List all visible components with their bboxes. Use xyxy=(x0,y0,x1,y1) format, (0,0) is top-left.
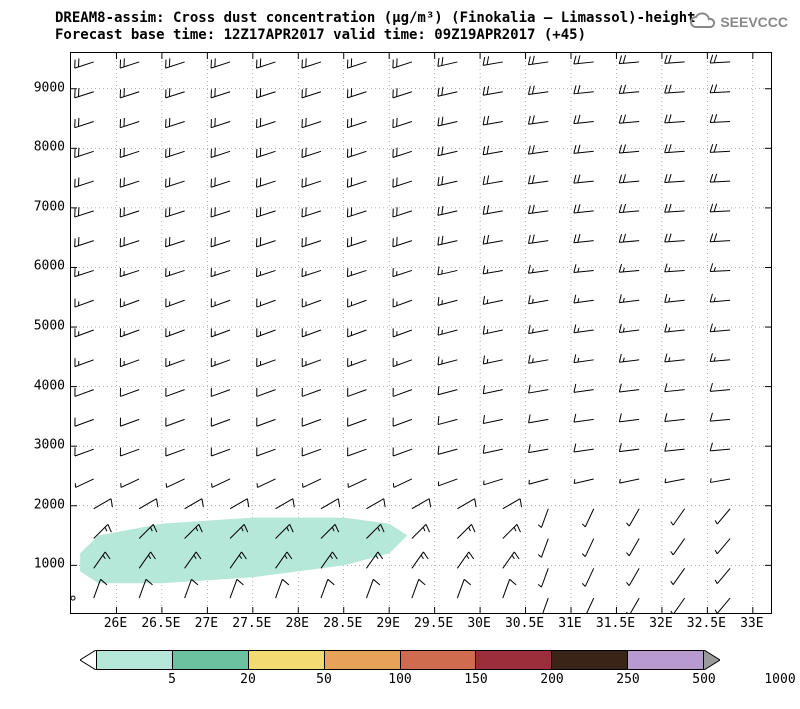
colorbar-tick-label: 150 xyxy=(464,672,487,687)
colorbar-tick-label: 100 xyxy=(388,672,411,687)
cloud-icon xyxy=(688,12,718,32)
logo: SEEVCCC xyxy=(688,12,788,32)
x-tick-label: 27E xyxy=(195,616,218,631)
x-tick-label: 33E xyxy=(740,616,763,631)
colorbar-tick-label: 50 xyxy=(316,672,332,687)
colorbar-tick-label: 1000 xyxy=(764,672,795,687)
plot-svg xyxy=(71,53,771,613)
x-tick-label: 28E xyxy=(286,616,309,631)
colorbar-segment xyxy=(401,650,477,670)
colorbar-labels: 520501001502002505001000 xyxy=(80,672,720,692)
colorbar-triangle-right xyxy=(704,650,720,670)
figure-container: DREAM8-assim: Cross dust concentration (… xyxy=(0,0,800,709)
colorbar-segment xyxy=(476,650,552,670)
colorbar-tick-label: 250 xyxy=(616,672,639,687)
x-tick-label: 31E xyxy=(558,616,581,631)
y-tick-label: 6000 xyxy=(34,259,65,274)
x-tick-label: 29.5E xyxy=(414,616,453,631)
colorbar-segment xyxy=(628,650,704,670)
y-tick-label: 5000 xyxy=(34,319,65,334)
x-tick-label: 29E xyxy=(376,616,399,631)
x-tick-label: 26E xyxy=(104,616,127,631)
x-tick-label: 30E xyxy=(467,616,490,631)
plot-area xyxy=(70,52,772,614)
colorbar xyxy=(80,650,720,670)
y-tick-label: 9000 xyxy=(34,80,65,95)
y-tick-label: 1000 xyxy=(34,557,65,572)
x-tick-label: 27.5E xyxy=(232,616,271,631)
y-tick-label: 8000 xyxy=(34,140,65,155)
title-line-1: DREAM8-assim: Cross dust concentration (… xyxy=(55,10,696,27)
colorbar-segment xyxy=(249,650,325,670)
colorbar-triangle-left xyxy=(80,650,96,670)
title-line-2: Forecast base time: 12Z17APR2017 valid t… xyxy=(55,27,696,44)
y-tick-label: 7000 xyxy=(34,199,65,214)
colorbar-tick-label: 500 xyxy=(692,672,715,687)
colorbar-segment xyxy=(173,650,249,670)
x-tick-label: 32E xyxy=(649,616,672,631)
title-block: DREAM8-assim: Cross dust concentration (… xyxy=(55,10,696,44)
y-tick-label: 3000 xyxy=(34,438,65,453)
colorbar-tick-label: 200 xyxy=(540,672,563,687)
x-tick-label: 26.5E xyxy=(141,616,180,631)
logo-text: SEEVCCC xyxy=(720,14,788,30)
y-tick-label: 4000 xyxy=(34,378,65,393)
x-tick-label: 31.5E xyxy=(596,616,635,631)
x-tick-label: 32.5E xyxy=(687,616,726,631)
colorbar-segment xyxy=(96,650,173,670)
x-tick-label: 30.5E xyxy=(505,616,544,631)
y-tick-label: 2000 xyxy=(34,497,65,512)
colorbar-segment xyxy=(552,650,628,670)
x-tick-label: 28.5E xyxy=(323,616,362,631)
colorbar-tick-label: 5 xyxy=(168,672,176,687)
colorbar-tick-label: 20 xyxy=(240,672,256,687)
colorbar-segment xyxy=(325,650,401,670)
